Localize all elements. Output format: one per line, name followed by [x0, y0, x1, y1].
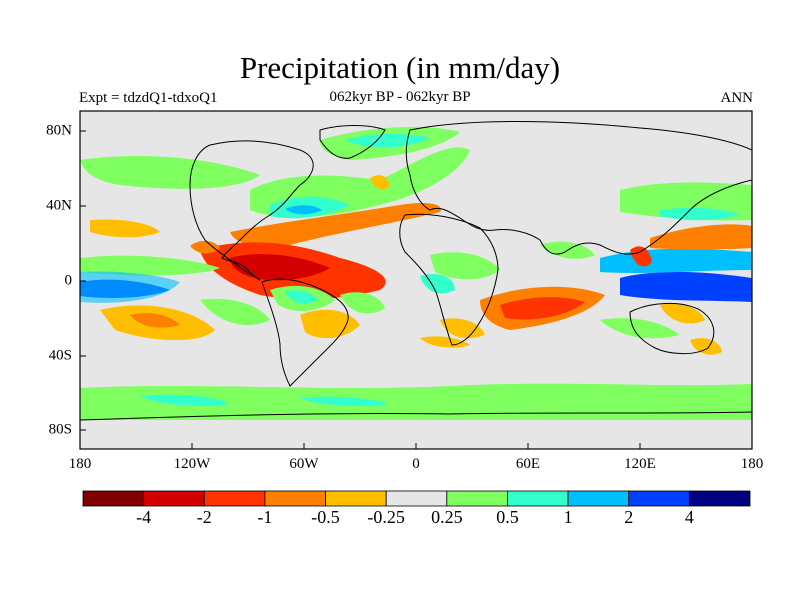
season-label: ANN: [720, 90, 754, 106]
field-n-pacific-cyan-w: [660, 207, 740, 221]
field-maritime-red: [630, 246, 652, 267]
coast-australia: [629, 302, 715, 355]
lon-tick-label: 120W: [173, 456, 211, 472]
colorbar-swatch: [82, 490, 145, 507]
lat-tick-label: 40N: [46, 197, 72, 214]
field-s-indian-yellow: [420, 336, 470, 348]
lat-tick-label: 0: [64, 272, 73, 289]
field-nw-pacific-orange: [650, 224, 752, 250]
colorbar-swatch: [628, 490, 690, 507]
field-tropical-dark-red: [230, 254, 330, 281]
colorbar-tick-label: -2: [196, 507, 212, 527]
colorbar-tick-label: -0.25: [367, 507, 405, 527]
precipitation-field: [80, 126, 752, 420]
colorbar-swatch: [507, 490, 569, 507]
colorbar-swatch: [203, 490, 266, 507]
lat-tick-label: 80N: [46, 122, 72, 139]
coastlines: [80, 121, 752, 421]
field-africa-green: [430, 252, 500, 280]
lat-tick-label: 80S: [48, 421, 72, 438]
field-s-atlantic-cyan: [300, 396, 390, 406]
field-north-atlantic-blue: [285, 205, 322, 215]
plot-title: Precipitation (in mm/day): [239, 50, 561, 85]
lon-tick-label: 180: [740, 456, 764, 472]
lon-tick-label: 60E: [515, 456, 541, 472]
field-sw-pacific-orange: [660, 303, 705, 324]
lon-tick-label: 60W: [289, 456, 319, 472]
colorbar-tick-label: 0.5: [496, 507, 519, 527]
colorbar-swatch: [143, 490, 205, 507]
colorbar-tick-label: 0.25: [431, 507, 463, 527]
colorbar-tick-label: 4: [684, 507, 694, 527]
colorbar-tick-label: 1: [563, 507, 573, 527]
field-tasman-orange: [690, 338, 722, 355]
colorbar-swatch: [264, 490, 326, 507]
field-brazil-green: [340, 292, 385, 314]
field-atlantic-dry-band: [230, 202, 441, 247]
field-w-pacific-blue: [620, 271, 752, 302]
field-s-america-orange: [300, 309, 360, 339]
colorbar-swatch: [385, 490, 448, 507]
coast-antarctica: [80, 411, 752, 421]
coast-eurasia: [405, 121, 752, 255]
field-indian-ocean-dark: [500, 297, 585, 320]
axis-ticks: [79, 130, 753, 449]
coast-greenland: [319, 125, 386, 159]
field-east-pacific-green: [200, 298, 270, 326]
colorbar-tick-label: -1: [257, 507, 273, 527]
colorbar-tick-label: 2: [624, 507, 634, 527]
lon-tick-label: 120E: [624, 456, 656, 472]
field-tropical-orange-edge: [190, 240, 220, 254]
coast-north-america: [189, 140, 314, 281]
experiment-label: Expt = tdzdQ1-tdxoQ1: [79, 90, 218, 106]
colorbar-swatch: [688, 490, 751, 507]
field-south-pacific-cyan: [140, 394, 230, 406]
lat-tick-label: 40S: [48, 347, 72, 364]
field-pacific-itcz-green: [80, 255, 220, 276]
lon-tick-label: 0: [412, 456, 420, 472]
field-south-pacific-deep: [130, 313, 180, 328]
coast-south-america: [261, 278, 349, 387]
field-north-pacific-green: [80, 155, 260, 189]
lon-tick-label: 180: [68, 456, 92, 472]
field-greenland-cyan: [345, 133, 430, 148]
colorbar-tick-label: -4: [136, 507, 152, 527]
field-pacific-blue-light: [80, 271, 180, 303]
colorbar-swatch: [446, 490, 508, 507]
colorbar-swatch: [567, 490, 630, 507]
colorbar: [82, 490, 751, 507]
field-s-africa-orange: [440, 318, 485, 339]
coast-africa: [399, 213, 499, 346]
time-period-label: 062kyr BP - 062kyr BP: [329, 89, 471, 105]
field-australia-green: [600, 318, 680, 339]
colorbar-tick-label: -0.5: [311, 507, 340, 527]
field-amazon-cyan: [285, 290, 318, 304]
field-atlantic-dry-yellow: [370, 175, 390, 190]
colorbar-swatch: [325, 490, 387, 507]
field-east-pacific-yellow: [90, 219, 160, 238]
field-southern-ocean: [80, 383, 752, 420]
